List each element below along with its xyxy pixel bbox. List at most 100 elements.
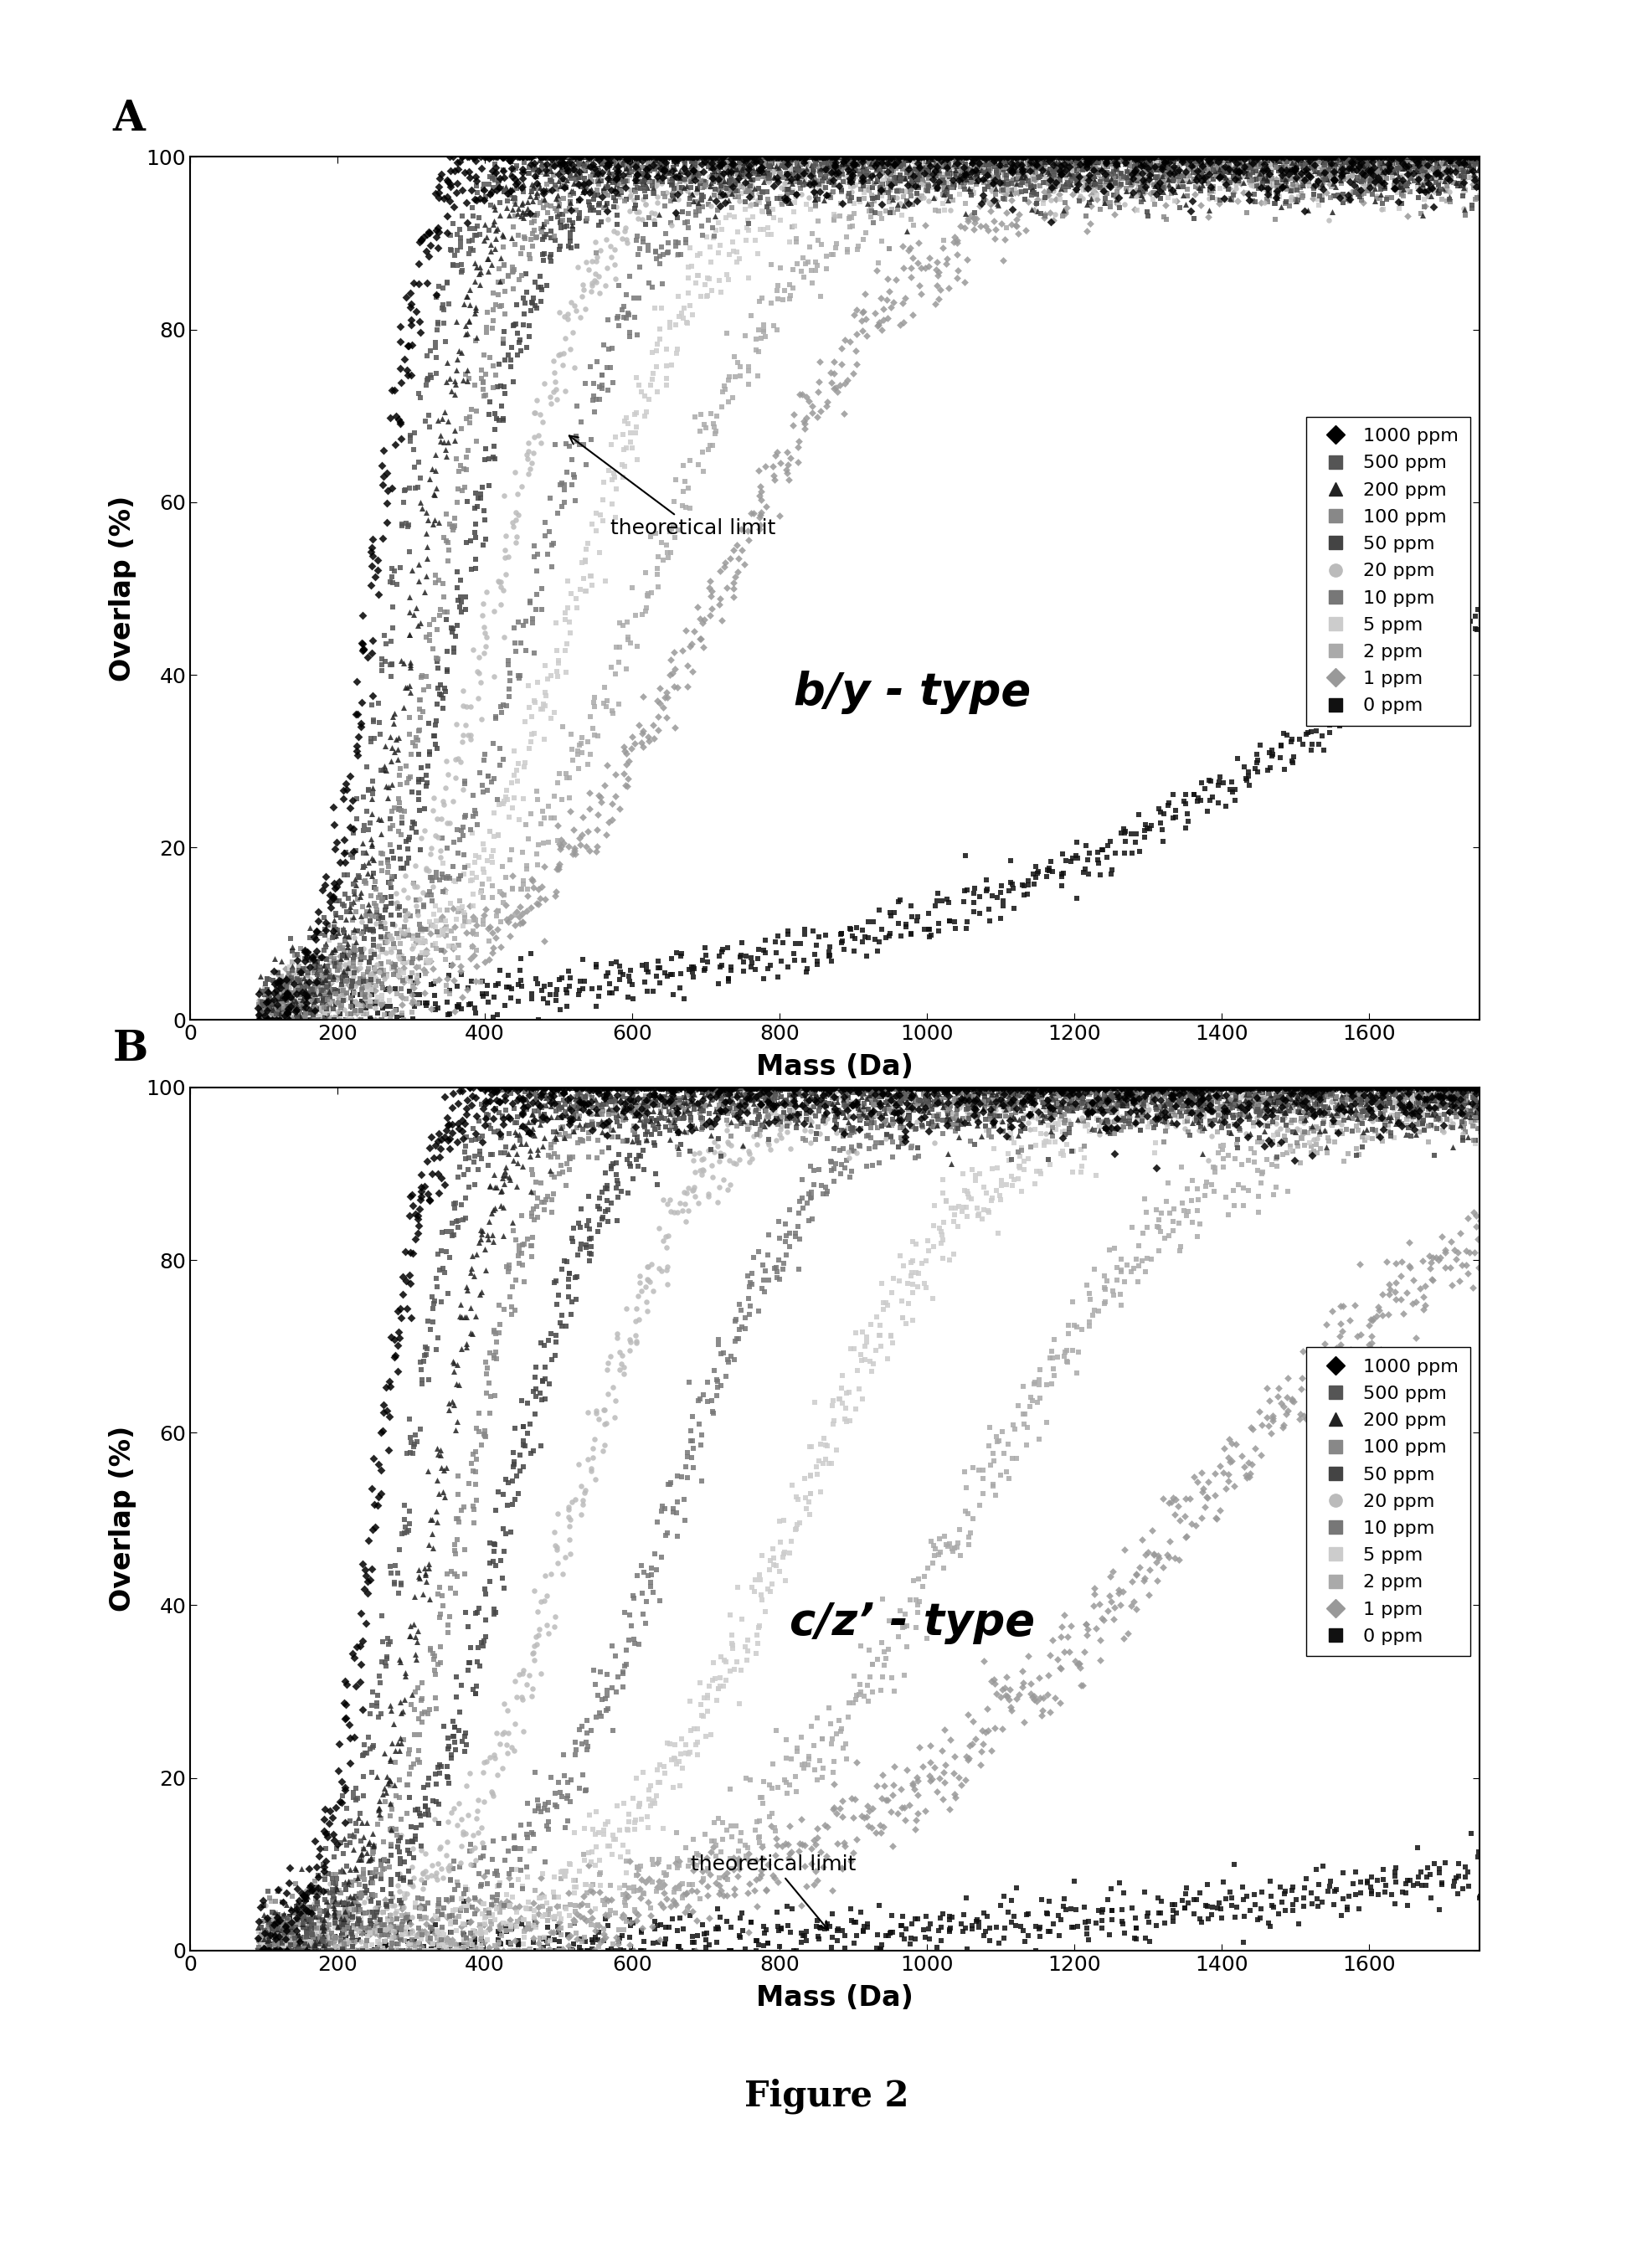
Point	[1021, 186, 1047, 222]
Point	[836, 1403, 862, 1439]
Point	[1056, 1112, 1082, 1148]
Point	[451, 798, 477, 834]
Point	[748, 1827, 775, 1863]
Point	[1378, 1069, 1404, 1105]
Point	[263, 1002, 289, 1038]
Point	[885, 1078, 912, 1114]
Point	[1087, 1078, 1113, 1114]
Point	[970, 1094, 996, 1130]
Point	[923, 1930, 950, 1966]
Point	[278, 989, 304, 1025]
Point	[740, 1069, 767, 1105]
Point	[833, 1110, 859, 1146]
Point	[286, 1933, 312, 1968]
Point	[866, 1074, 892, 1110]
Point	[659, 975, 686, 1011]
Point	[1064, 1069, 1090, 1105]
Point	[932, 143, 958, 179]
Point	[320, 901, 347, 937]
Point	[1009, 139, 1036, 175]
Point	[676, 139, 702, 175]
Point	[976, 1072, 1003, 1108]
Point	[454, 482, 481, 518]
Point	[975, 1074, 1001, 1110]
Point	[1470, 1069, 1497, 1105]
Point	[491, 478, 517, 513]
Point	[491, 1069, 517, 1105]
Point	[682, 1155, 709, 1191]
Point	[867, 1318, 894, 1354]
Point	[947, 1767, 973, 1803]
Point	[1244, 742, 1270, 778]
Point	[1330, 143, 1356, 179]
Point	[641, 1087, 667, 1123]
Point	[1345, 1890, 1371, 1926]
Point	[378, 1888, 405, 1924]
Point	[482, 193, 509, 229]
Point	[1470, 1085, 1497, 1121]
Point	[895, 139, 922, 175]
Point	[1133, 139, 1160, 175]
Point	[510, 865, 537, 901]
Point	[733, 139, 760, 175]
Point	[1107, 1069, 1133, 1105]
Point	[1396, 139, 1422, 175]
Point	[702, 1661, 729, 1697]
Point	[1417, 1244, 1444, 1280]
Point	[378, 1901, 405, 1937]
Point	[783, 1933, 809, 1968]
Point	[990, 173, 1016, 209]
Point	[1320, 1888, 1346, 1924]
Point	[1328, 1069, 1355, 1105]
Point	[839, 164, 866, 200]
Point	[1231, 1092, 1257, 1128]
Point	[1244, 1069, 1270, 1105]
Point	[454, 139, 481, 175]
Point	[707, 1078, 733, 1114]
Point	[322, 1899, 349, 1935]
Point	[826, 1713, 852, 1749]
Point	[960, 139, 986, 175]
Point	[914, 1069, 940, 1105]
Point	[304, 1850, 330, 1886]
Point	[1234, 1069, 1260, 1105]
Point	[385, 814, 411, 850]
Point	[507, 1125, 534, 1161]
Point	[1384, 150, 1411, 186]
Point	[786, 168, 813, 204]
Point	[1117, 1069, 1143, 1105]
Point	[1373, 139, 1399, 175]
Point	[522, 1359, 548, 1395]
Point	[1295, 150, 1322, 186]
Point	[332, 1901, 358, 1937]
Point	[514, 442, 540, 478]
Point	[502, 1933, 529, 1968]
Point	[415, 1545, 441, 1581]
Point	[423, 1128, 449, 1164]
Point	[1232, 1457, 1259, 1493]
Point	[557, 202, 583, 238]
Point	[396, 648, 423, 684]
Point	[737, 139, 763, 175]
Point	[1356, 1303, 1383, 1338]
Point	[1122, 1108, 1148, 1143]
Point	[254, 1912, 281, 1948]
Point	[249, 1002, 276, 1038]
Point	[423, 1462, 449, 1498]
Point	[1034, 177, 1061, 213]
Point	[1011, 139, 1037, 175]
Point	[909, 139, 935, 175]
Point	[1026, 1421, 1052, 1457]
Point	[1135, 146, 1161, 182]
Point	[1348, 1103, 1374, 1139]
Point	[266, 964, 292, 1000]
Point	[350, 957, 377, 993]
Point	[768, 148, 795, 184]
Point	[350, 630, 377, 666]
Point	[633, 951, 659, 986]
Point	[813, 177, 839, 213]
Point	[762, 462, 788, 498]
Point	[1239, 1069, 1265, 1105]
Point	[1259, 1399, 1285, 1435]
Point	[709, 170, 735, 206]
